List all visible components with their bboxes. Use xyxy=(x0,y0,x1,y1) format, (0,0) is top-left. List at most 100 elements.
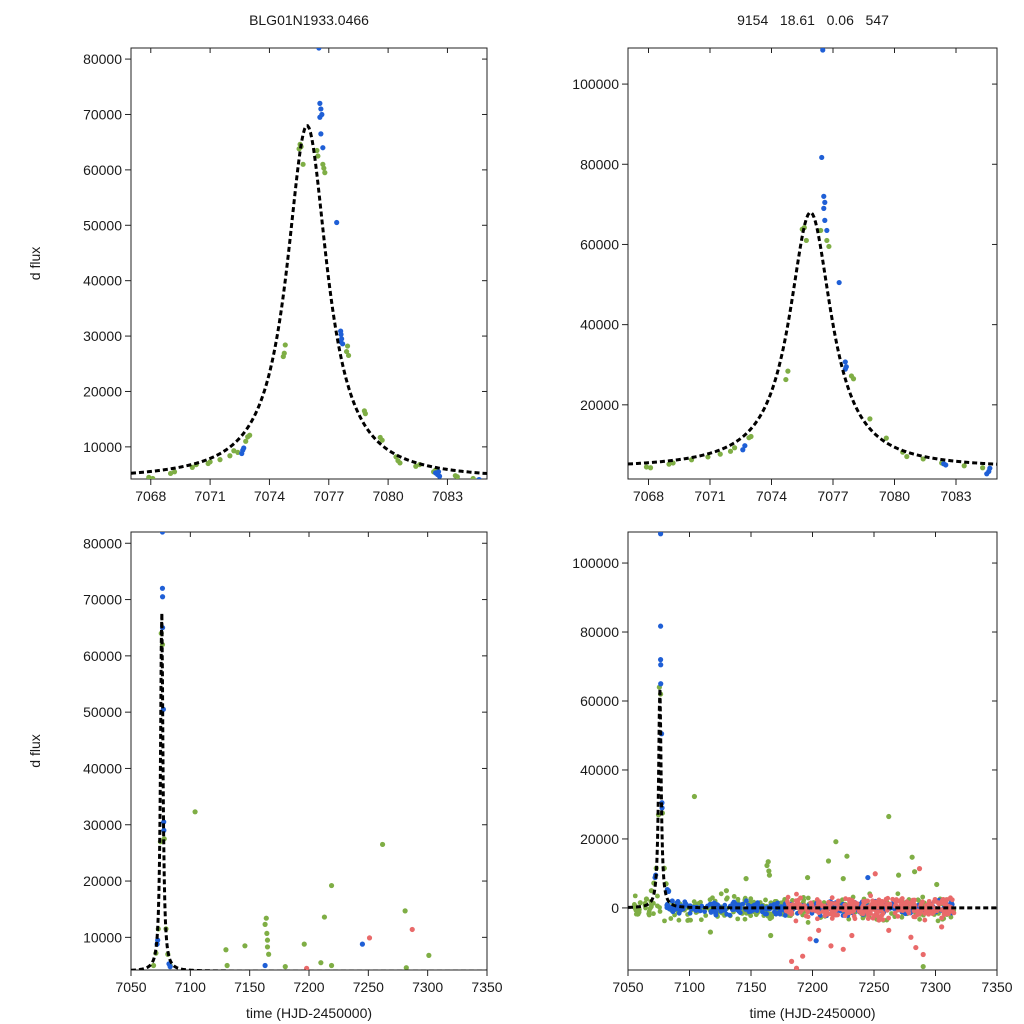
noise-point xyxy=(835,898,841,904)
scatter-point xyxy=(842,359,848,365)
scatter-point xyxy=(318,106,324,112)
scatter-point xyxy=(657,623,664,629)
y-tick-label: 40000 xyxy=(580,317,619,333)
scatter-point xyxy=(908,934,914,940)
scatter-point xyxy=(707,929,714,935)
scatter-point xyxy=(643,896,650,902)
scatter-point xyxy=(264,944,271,950)
x-tick-label: 7100 xyxy=(674,979,705,995)
scatter-point xyxy=(359,941,365,947)
scatter-point xyxy=(171,469,178,475)
scatter-point xyxy=(317,114,323,120)
noise-point xyxy=(657,905,662,910)
noise-point xyxy=(934,908,940,914)
scatter-point xyxy=(783,376,789,383)
noise-point xyxy=(775,900,780,906)
scatter-point xyxy=(314,147,320,154)
noise-point xyxy=(683,902,689,908)
scatter-point xyxy=(242,943,248,949)
scatter-point xyxy=(826,243,832,250)
noise-point xyxy=(939,915,945,921)
x-tick-label: 7050 xyxy=(612,979,643,995)
noise-point xyxy=(820,909,826,914)
scatter-point xyxy=(665,888,672,894)
scatter-point xyxy=(338,331,344,338)
scatter-point xyxy=(231,448,237,454)
scatter-point xyxy=(674,900,680,906)
scatter-point xyxy=(161,819,167,825)
noise-point xyxy=(832,901,838,906)
scatter-point xyxy=(836,279,842,286)
scatter-point xyxy=(916,866,923,872)
noise-point xyxy=(917,916,923,922)
noise-point xyxy=(895,891,901,897)
scatter-point xyxy=(223,947,229,953)
scatter-point xyxy=(379,841,386,848)
scatter-point xyxy=(825,858,832,864)
noise-point xyxy=(743,898,749,904)
noise-point xyxy=(646,909,652,914)
y-axis-label: d flux xyxy=(27,247,43,280)
y-tick-label: 70000 xyxy=(83,592,122,608)
scatter-point xyxy=(785,368,791,374)
noise-point xyxy=(794,891,799,897)
plot-frame xyxy=(130,531,488,971)
figure-title-right: 9154 18.61 0.06 547 xyxy=(737,12,889,28)
scatter-point xyxy=(316,48,322,51)
y-axis-label: d flux xyxy=(27,734,43,767)
noise-point xyxy=(735,916,741,922)
scatter-point xyxy=(920,951,926,958)
scatter-point xyxy=(402,908,408,914)
noise-point xyxy=(676,917,682,923)
x-tick-label: 7080 xyxy=(373,488,404,504)
data-points xyxy=(150,532,432,970)
noise-point xyxy=(805,895,811,901)
scatter-point xyxy=(909,854,915,860)
scatter-point xyxy=(818,227,824,234)
noise-point xyxy=(731,894,737,899)
noise-point xyxy=(693,908,699,913)
scatter-point xyxy=(243,438,249,444)
scatter-point xyxy=(819,154,825,161)
scatter-point xyxy=(657,657,664,663)
y-tick-label: 80000 xyxy=(580,156,619,172)
noise-point xyxy=(735,896,741,902)
scatter-point xyxy=(876,917,882,923)
scatter-point xyxy=(192,809,198,815)
noise-point xyxy=(825,910,831,916)
x-tick-label: 7200 xyxy=(293,979,324,995)
y-tick-label: 60000 xyxy=(580,236,619,252)
noise-point xyxy=(808,900,814,906)
noise-point xyxy=(906,910,912,916)
noise-point xyxy=(852,916,858,922)
x-tick-label: 7074 xyxy=(254,488,285,504)
scatter-point xyxy=(454,474,460,479)
noise-point xyxy=(851,900,856,906)
noise-point xyxy=(753,901,759,907)
scatter-point xyxy=(732,445,738,451)
x-tick-label: 7074 xyxy=(756,488,787,504)
scatter-point xyxy=(328,962,335,969)
plot-frame xyxy=(627,47,998,480)
scatter-point xyxy=(816,927,822,933)
plot-frame xyxy=(130,47,488,480)
noise-point xyxy=(805,920,811,925)
noise-point xyxy=(763,897,768,903)
x-tick-label: 7083 xyxy=(432,488,463,504)
scatter-point xyxy=(766,868,772,874)
data-points xyxy=(643,48,993,477)
scatter-point xyxy=(648,888,654,894)
noise-point xyxy=(732,902,738,908)
x-tick-label: 7300 xyxy=(412,979,443,995)
scatter-point xyxy=(159,532,166,535)
data-points xyxy=(146,48,482,479)
scatter-point xyxy=(657,532,664,537)
noise-point xyxy=(724,911,730,917)
noise-point xyxy=(846,908,852,914)
scatter-point xyxy=(362,411,368,417)
scatter-point xyxy=(227,453,233,459)
noise-point xyxy=(892,910,898,916)
x-tick-label: 7071 xyxy=(195,488,226,504)
noise-point xyxy=(748,896,754,902)
noise-point xyxy=(926,911,931,917)
